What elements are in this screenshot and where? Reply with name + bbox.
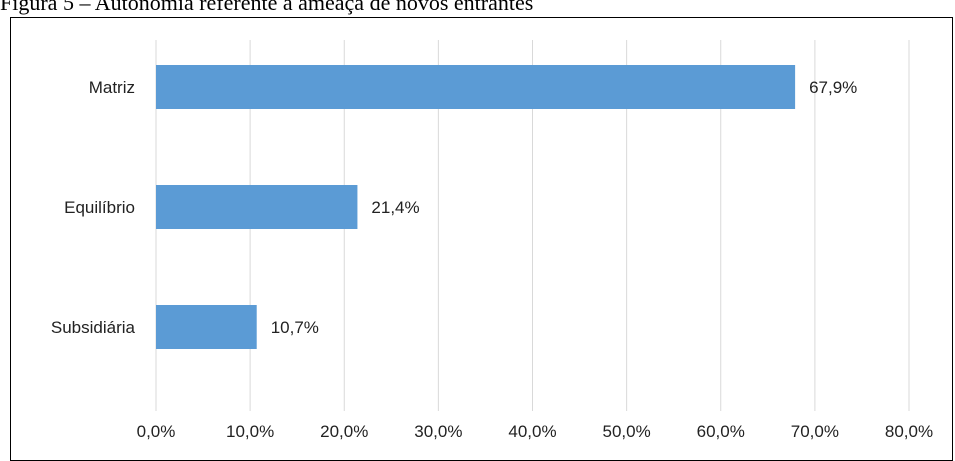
x-tick-label: 60,0% — [697, 422, 745, 441]
bar — [156, 65, 796, 109]
bar — [156, 305, 257, 349]
data-label: 67,9% — [809, 78, 857, 97]
figure-title: Figura 5 – Autonomia referente à ameaça … — [0, 0, 534, 15]
x-tick-label: 10,0% — [226, 422, 274, 441]
data-label: 21,4% — [371, 198, 419, 217]
x-tick-label: 50,0% — [603, 422, 651, 441]
category-label: Subsidiária — [51, 318, 136, 337]
x-tick-label: 0,0% — [137, 422, 176, 441]
x-tick-label: 30,0% — [414, 422, 462, 441]
labels: 0,0% 10,0% 20,0% 30,0% 40,0% 50,0% 60,0% 70,0% 8… — [51, 78, 933, 441]
category-label: Equilíbrio — [64, 198, 135, 217]
category-label: Matriz — [89, 78, 135, 97]
data-label: 10,7% — [271, 318, 319, 337]
bar — [156, 185, 358, 229]
chart-frame: 0,0% 10,0% 20,0% 30,0% 40,0% 50,0% 60,0% 70,0% 8… — [10, 17, 953, 461]
bar-chart: 0,0% 10,0% 20,0% 30,0% 40,0% 50,0% 60,0% 70,0% 8… — [51, 40, 933, 441]
x-tick-label: 40,0% — [508, 422, 556, 441]
x-tick-label: 70,0% — [791, 422, 839, 441]
x-tick-label: 20,0% — [320, 422, 368, 441]
x-tick-label: 80,0% — [885, 422, 933, 441]
bars — [156, 65, 796, 349]
